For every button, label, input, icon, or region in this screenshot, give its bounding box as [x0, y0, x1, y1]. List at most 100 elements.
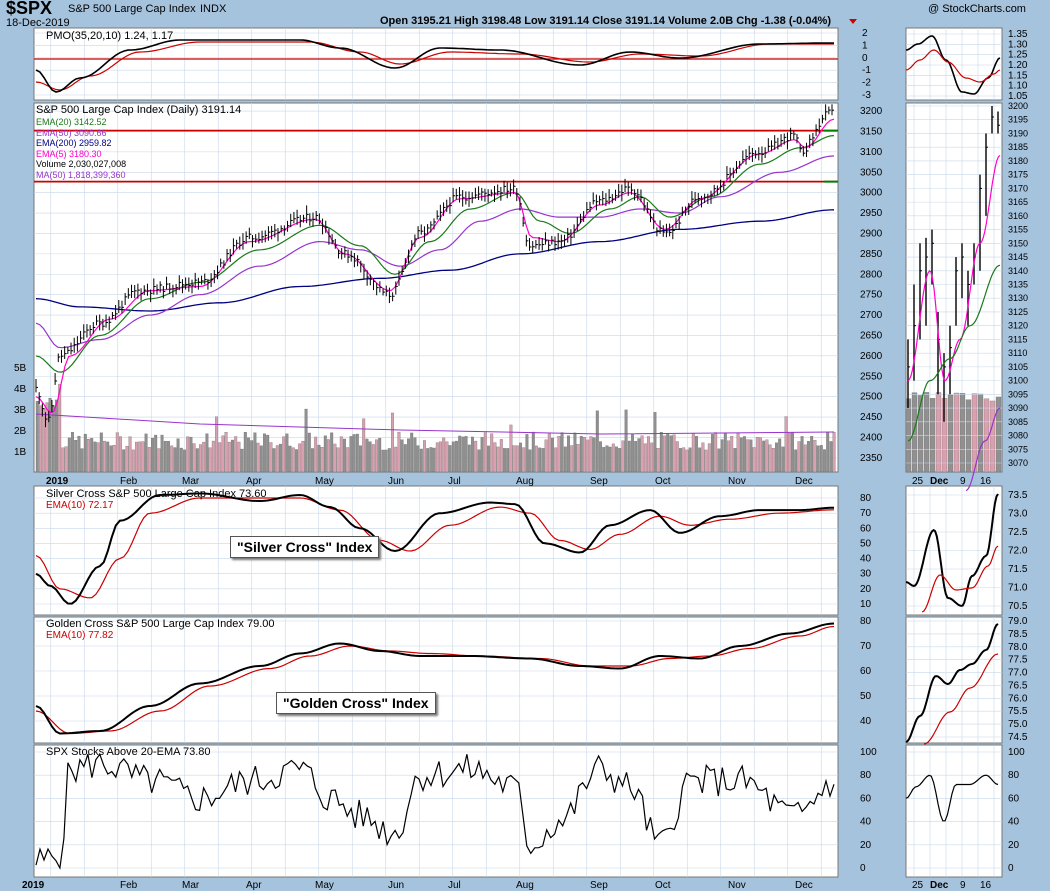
volume-bar: [723, 433, 727, 473]
price-ytick: 2500: [860, 392, 883, 403]
volume-bar: [778, 438, 782, 473]
volume-bar: [592, 437, 596, 473]
silver-zoom-signal: [921, 545, 999, 613]
volume-tick: 1B: [14, 447, 27, 458]
golden-signal-line: [35, 625, 835, 735]
volume-bar: [544, 439, 548, 473]
volume-bar: [349, 436, 353, 473]
volume-bar: [749, 439, 753, 473]
volume-bar: [647, 436, 650, 473]
ema-ytick: 40: [860, 817, 872, 828]
volume-bar: [160, 434, 164, 473]
chart-date: 18-Dec-2019: [6, 17, 70, 29]
volume-bar: [917, 395, 924, 473]
silver-ytick: 70: [860, 508, 872, 519]
volume-bar: [115, 432, 119, 473]
volume-bar: [55, 399, 58, 473]
volume-bar: [304, 408, 308, 473]
volume-bar: [61, 447, 65, 473]
volume-bar: [416, 445, 420, 473]
price-zoom-ytick: 3130: [1008, 293, 1028, 303]
price-xtick: Mar: [182, 476, 200, 487]
volume-bar: [675, 441, 679, 473]
volume-bar: [138, 441, 142, 473]
volume-bar: [807, 441, 810, 473]
golden-zoom-panel: [905, 616, 1003, 744]
price-zoom-xtick: Dec: [930, 476, 949, 487]
volume-bar: [823, 449, 826, 473]
volume-bar: [282, 436, 286, 473]
volume-bar: [320, 446, 324, 473]
zoom-ema5-line: [907, 154, 1001, 382]
golden-callout: "Golden Cross" Index: [276, 692, 436, 714]
volume-bar: [503, 448, 506, 473]
volume-bar: [765, 439, 769, 473]
volume-bar: [775, 442, 778, 473]
silver-ytick: 10: [860, 599, 872, 610]
volume-tick: 4B: [14, 384, 27, 395]
volume-bar: [119, 436, 122, 473]
volume-bar: [240, 448, 244, 473]
pmo-zoom-ytick: 1.20: [1008, 60, 1028, 71]
volume-ma-line: [35, 413, 835, 435]
ema-zoom-ytick: 20: [1008, 840, 1020, 851]
volume-bar: [589, 436, 593, 473]
volume-bar: [39, 405, 42, 473]
ema-xtick: 2019: [22, 880, 45, 891]
price-xtick: Aug: [516, 476, 534, 487]
volume-bar: [707, 443, 711, 473]
volume-tick: 5B: [14, 363, 27, 374]
volume-bar: [317, 444, 321, 473]
volume-bar: [343, 438, 346, 473]
volume-bar: [458, 435, 462, 473]
volume-bar: [829, 441, 833, 473]
volume-bar: [263, 433, 266, 473]
ema-xtick: Sep: [590, 880, 608, 891]
price-zoom-ytick: 3090: [1008, 403, 1028, 413]
price-xtick: Nov: [728, 476, 746, 487]
volume-bar: [336, 447, 340, 473]
ema-percent-zoom-line: [905, 774, 999, 822]
ema200-line: [35, 209, 835, 312]
price-ytick: 2550: [860, 371, 883, 382]
price-zoom-ytick: 3145: [1008, 252, 1028, 262]
silver-zoom-ytick: 70.5: [1008, 601, 1028, 612]
volume-bar: [800, 436, 804, 473]
price-zoom-ytick: 3085: [1008, 417, 1028, 427]
volume-bar: [45, 402, 49, 473]
volume-bar: [106, 441, 110, 473]
volume-bar: [560, 432, 564, 473]
golden-ytick: 50: [860, 691, 872, 702]
pmo-zoom-ytick: 1.15: [1008, 70, 1028, 81]
volume-bar: [797, 441, 801, 473]
volume-bar: [362, 418, 366, 473]
volume-bar: [122, 449, 126, 473]
volume-bar: [743, 436, 746, 473]
volume-bar: [448, 445, 452, 473]
volume-bar: [522, 447, 526, 473]
price-legend: S&P 500 Large Cap Index (Daily) 3191.14 E…: [36, 104, 241, 180]
volume-bar: [67, 437, 71, 473]
volume-bar: [781, 446, 785, 473]
silver-ytick: 20: [860, 584, 872, 595]
volume-bar: [339, 436, 343, 473]
volume-bar: [506, 448, 510, 473]
volume-bar: [695, 436, 698, 473]
price-zoom-ytick: 3155: [1008, 225, 1028, 235]
silver-ytick: 30: [860, 569, 872, 580]
volume-bar: [285, 433, 289, 473]
price-zoom-ytick: 3165: [1008, 197, 1028, 207]
golden-zoom-ytick: 78.5: [1008, 629, 1028, 640]
price-legend-item: EMA(200) 2959.82: [36, 138, 112, 148]
volume-bar: [359, 445, 362, 473]
volume-bar: [483, 432, 487, 473]
volume-bar: [567, 435, 570, 473]
volume-bar: [816, 445, 820, 473]
golden-zoom-ytick: 77.0: [1008, 668, 1028, 679]
volume-bar: [51, 405, 55, 473]
volume-bar: [211, 440, 215, 473]
pmo-zoom-ytick: 1.10: [1008, 81, 1028, 92]
pmo-zoom-ytick: 1.35: [1008, 29, 1028, 40]
price-panel: [33, 102, 839, 473]
volume-bar: [554, 447, 558, 473]
